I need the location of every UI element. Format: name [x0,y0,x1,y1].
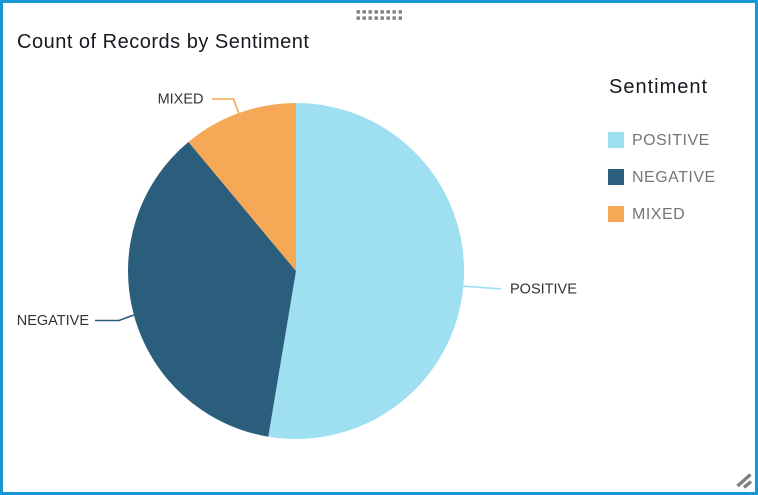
svg-text:POSITIVE: POSITIVE [510,282,577,298]
svg-text:NEGATIVE: NEGATIVE [17,313,90,329]
svg-text:MIXED: MIXED [158,92,204,108]
